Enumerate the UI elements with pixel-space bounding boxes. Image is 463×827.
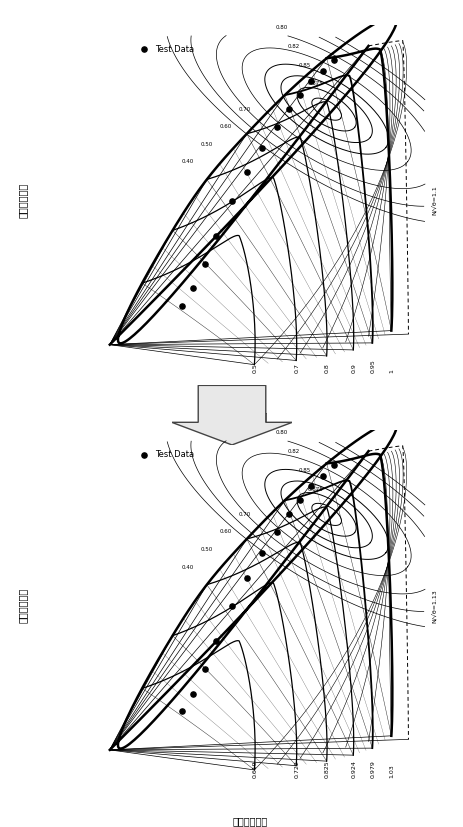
Point <box>273 120 280 133</box>
Point <box>284 103 292 116</box>
Text: 压比机压力比: 压比机压力比 <box>17 588 27 624</box>
Text: 1.03: 1.03 <box>389 764 394 778</box>
Text: 0.60: 0.60 <box>219 124 231 129</box>
Point <box>330 53 337 67</box>
Text: 换算空气流量: 换算空气流量 <box>232 411 268 422</box>
Point <box>296 88 303 102</box>
Text: 0.82: 0.82 <box>287 449 299 454</box>
Text: N/√θ=1.13: N/√θ=1.13 <box>431 589 436 623</box>
Point <box>258 141 265 155</box>
Point <box>330 458 337 471</box>
Text: Test Data: Test Data <box>155 450 194 459</box>
Text: 0.722: 0.722 <box>294 760 299 778</box>
Text: 0.40: 0.40 <box>181 160 193 165</box>
Text: 0.40: 0.40 <box>181 565 193 570</box>
Point <box>284 508 292 521</box>
Text: 0.60: 0.60 <box>219 529 231 534</box>
Point <box>258 547 265 560</box>
Point <box>319 469 326 482</box>
Point <box>201 662 208 676</box>
Text: 0.70: 0.70 <box>238 107 250 112</box>
Text: 0.85: 0.85 <box>298 468 311 473</box>
Text: 0.924: 0.924 <box>351 760 356 778</box>
Text: 0.50: 0.50 <box>200 141 212 147</box>
Point <box>189 282 197 295</box>
Point <box>243 166 250 179</box>
Point <box>227 599 235 612</box>
Point <box>273 525 280 538</box>
Point <box>307 480 314 493</box>
Text: 0.5: 0.5 <box>252 363 257 373</box>
Text: N/√θ=1.1: N/√θ=1.1 <box>431 186 436 215</box>
Point <box>212 229 219 242</box>
Text: 0.95: 0.95 <box>370 359 375 373</box>
Text: 0.875: 0.875 <box>307 486 323 491</box>
Text: 0.8: 0.8 <box>324 363 329 373</box>
Point <box>140 448 147 461</box>
Text: 0.7: 0.7 <box>294 363 299 373</box>
Text: 0.85: 0.85 <box>298 63 311 68</box>
Point <box>243 571 250 585</box>
Point <box>178 705 185 718</box>
Text: 0.979: 0.979 <box>370 760 375 778</box>
Text: 1: 1 <box>389 369 394 373</box>
Point <box>201 257 208 270</box>
Text: 0.825: 0.825 <box>324 760 329 778</box>
Point <box>227 194 235 208</box>
Text: 0.875: 0.875 <box>307 81 323 86</box>
Text: 0.70: 0.70 <box>238 512 250 517</box>
Point <box>212 634 219 648</box>
Text: 0.80: 0.80 <box>275 25 288 30</box>
Point <box>189 687 197 700</box>
Point <box>319 64 326 77</box>
Text: 0.80: 0.80 <box>275 430 288 435</box>
Point <box>296 494 303 507</box>
Polygon shape <box>171 385 292 445</box>
Text: Test Data: Test Data <box>155 45 194 54</box>
Text: 压比机压力比: 压比机压力比 <box>17 183 27 218</box>
Text: 换算空气流量: 换算空气流量 <box>232 817 268 827</box>
Text: 0.50: 0.50 <box>200 547 212 552</box>
Point <box>140 43 147 56</box>
Point <box>178 299 185 313</box>
Point <box>307 74 314 88</box>
Text: 0.619: 0.619 <box>252 760 257 778</box>
Text: 0.9: 0.9 <box>351 363 356 373</box>
Text: 0.82: 0.82 <box>287 44 299 49</box>
